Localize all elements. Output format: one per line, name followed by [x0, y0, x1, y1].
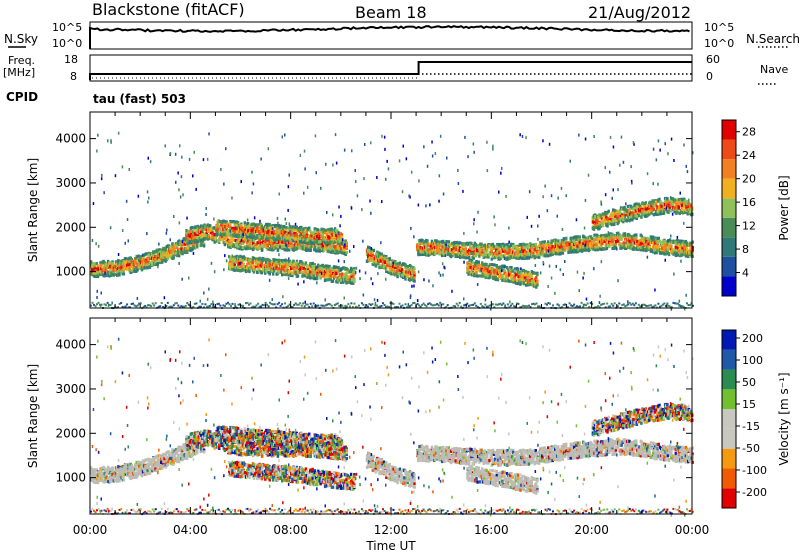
x-tick-label: 12:00: [374, 523, 409, 537]
colorbar-tick-label: 12: [742, 220, 756, 233]
colorbar-tick-label: 50: [742, 376, 756, 389]
beam-title: Beam 18: [355, 3, 427, 22]
y-tick-label: 1000: [55, 265, 86, 279]
cpid-value: tau (fast) 503: [93, 92, 186, 106]
nave-tick-top: 60: [706, 53, 720, 66]
colorbar-tick-label: 15: [742, 398, 756, 411]
velocity-panel: [89, 317, 694, 517]
colorbar-tick-label: 24: [742, 149, 756, 162]
date-title: 21/Aug/2012: [588, 3, 692, 22]
cpid-label: CPID: [6, 90, 39, 104]
colorbar-tick-label: -50: [742, 442, 760, 455]
power-panel: [89, 111, 694, 311]
x-tick-label: 00:00: [675, 523, 710, 537]
nsky-label: N.Sky: [4, 32, 39, 46]
colorbar-segment: [722, 428, 736, 449]
colorbar-segment: [722, 276, 736, 296]
y-tick-label: 3000: [55, 176, 86, 190]
colorbar-tick-label: 4: [742, 267, 749, 280]
power-colorbar: 4 8 12 16 20 24 28 Power [dB]: [721, 119, 791, 297]
colorbar-segment: [722, 330, 736, 350]
colorbar-label: Power [dB]: [777, 175, 791, 240]
station-title: Blackstone (fitACF): [92, 0, 245, 19]
colorbar-tick-label: 100: [742, 354, 763, 367]
colorbar-segment: [722, 389, 736, 410]
colorbar-tick-label: 28: [742, 126, 756, 139]
colorbar-segment: [722, 349, 736, 370]
freq-label: Freq.: [8, 54, 36, 67]
y-tick-label: 2000: [55, 426, 86, 440]
noise-right-tick-top: 10^5: [704, 21, 735, 34]
mhz-label: [MHz]: [3, 66, 36, 79]
x-tick-label: 16:00: [474, 523, 509, 537]
colorbar-segment: [722, 139, 736, 160]
colorbar-segment: [722, 237, 736, 257]
y-axis-label: Slant Range [km]: [26, 364, 40, 468]
nave-tick-bottom: 0: [706, 70, 713, 83]
colorbar-tick-label: 16: [742, 196, 756, 209]
noise-right-tick-bottom: 10^0: [704, 37, 735, 50]
nave-label: Nave: [760, 63, 789, 76]
colorbar-segment: [722, 488, 736, 508]
x-tick-label: 20:00: [574, 523, 609, 537]
x-tick-label: 00:00: [73, 523, 108, 537]
colorbar-tick-label: -15: [742, 420, 760, 433]
colorbar-tick-label: 200: [742, 332, 763, 345]
colorbar-segment: [722, 409, 736, 429]
y-axis-label: Slant Range [km]: [26, 158, 40, 262]
frequency-line: [89, 61, 692, 80]
velocity-colorbar: 200 100 50 15 -15 -50 -100 -200 Velocity [m s⁻¹]: [721, 329, 791, 509]
noise-sky-line: [89, 25, 690, 49]
x-tick-label: 04:00: [173, 523, 208, 537]
noise-left-tick-top: 10^5: [52, 21, 83, 34]
freq-tick-top: 18: [64, 53, 78, 66]
colorbar-segment: [722, 468, 736, 489]
colorbar-segment: [722, 217, 736, 238]
colorbar-segment: [722, 256, 736, 277]
x-tick-label: 08:00: [273, 523, 308, 537]
colorbar-segment: [722, 448, 736, 469]
nsearch-label: N.Search: [746, 32, 800, 46]
y-tick-label: 3000: [55, 382, 86, 396]
colorbar-label: Velocity [m s⁻¹]: [777, 372, 791, 465]
colorbar-segment: [722, 178, 736, 199]
freq-strip-frame: [89, 54, 693, 82]
colorbar-tick-label: 8: [742, 243, 749, 256]
colorbar-segment: [722, 369, 736, 390]
y-tick-label: 2000: [55, 220, 86, 234]
colorbar-tick-label: 20: [742, 173, 756, 186]
colorbar-segment: [722, 159, 736, 179]
colorbar-tick-label: -200: [742, 486, 767, 499]
colorbar-segment: [722, 198, 736, 218]
colorbar-segment: [722, 120, 736, 140]
y-tick-label: 1000: [55, 471, 86, 485]
noise-left-tick-bottom: 10^0: [52, 37, 83, 50]
noise-strip-frame: [89, 21, 693, 50]
colorbar-tick-label: -100: [742, 464, 767, 477]
x-axis-label: Time UT: [365, 539, 416, 553]
y-tick-label: 4000: [55, 132, 86, 146]
freq-tick-bottom: 8: [70, 70, 77, 83]
y-tick-label: 4000: [55, 338, 86, 352]
